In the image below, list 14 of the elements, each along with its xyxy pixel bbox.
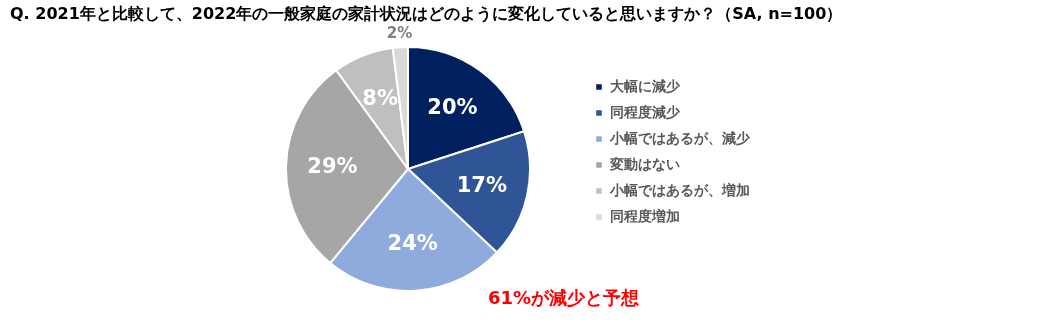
legend-label: 同程度増加: [610, 208, 680, 224]
data-label: 20%: [427, 94, 478, 119]
legend-label: 変動はない: [609, 156, 680, 172]
legend-label: 小幅ではあるが、増加: [609, 182, 750, 198]
legend-label: 小幅ではあるが、減少: [609, 130, 751, 146]
data-label: 24%: [387, 231, 438, 256]
data-label: 2%: [386, 24, 413, 43]
legend-label: 大幅に減少: [610, 78, 681, 94]
data-label: 8%: [362, 85, 398, 110]
text: 61%が減少と予想: [488, 287, 640, 308]
data-label: 29%: [307, 153, 358, 178]
legend-label: 同程度減少: [610, 104, 681, 120]
data-label: 17%: [456, 172, 507, 197]
chart-title: Q. 2021年と比較して、2022年の一般家庭の家計状況はどのように変化していると思いますか？（SA, n=100）: [10, 4, 843, 24]
